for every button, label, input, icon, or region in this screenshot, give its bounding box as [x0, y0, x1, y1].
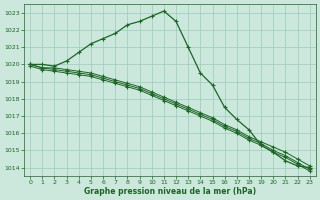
X-axis label: Graphe pression niveau de la mer (hPa): Graphe pression niveau de la mer (hPa) [84, 187, 256, 196]
